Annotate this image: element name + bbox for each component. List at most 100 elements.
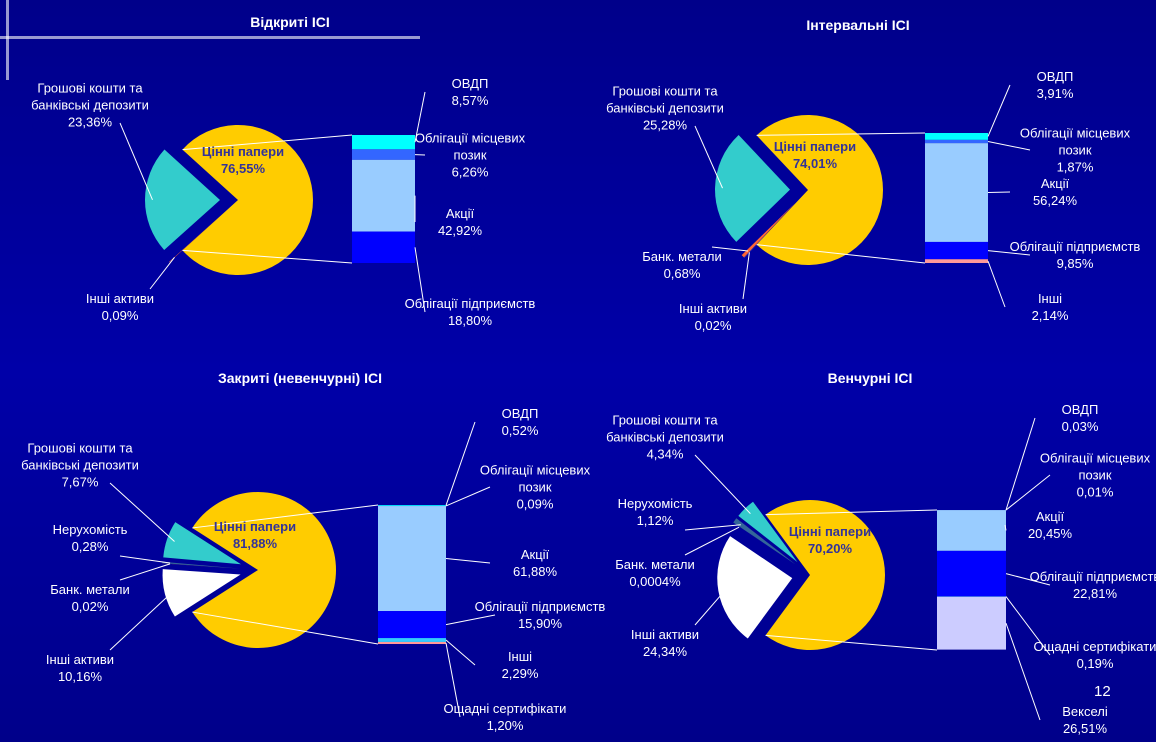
leader-line [414,247,426,313]
connector [182,249,353,264]
pie-slice [732,523,796,565]
slice-label: Інші активи 0,02% [643,300,783,334]
segment-label: Облігації місцевих позик 0,09% [465,462,605,513]
bar-segment [937,550,1006,597]
label-text: Нерухомість [617,496,693,511]
leader-line [445,642,461,718]
label-text: 70,20% [807,541,853,556]
label-text: 61,88% [512,564,558,579]
leader-line [1004,524,1007,531]
slice-label: Інші активи 10,16% [10,651,150,685]
label-text: 25,28% [642,117,688,133]
bar-segment [925,133,988,140]
label-text: 1,20% [486,718,524,733]
label-text: Облігації підприємств [1009,239,1141,254]
label-text: 2,14% [1031,308,1069,323]
leader-line [119,122,153,200]
label-text: Облігації місцевих позик [479,462,591,495]
leader-line [1005,623,1041,721]
slice-label: Банк. метали 0,02% [20,581,160,615]
decor-line [6,0,9,80]
leader-line [987,260,1006,308]
segment-label: Акції 56,24% [985,175,1125,209]
label-text: 56,24% [1032,193,1078,208]
label-text: 23,36% [67,114,113,130]
bar-segment [925,139,988,144]
label-text: ОВДП [1036,69,1074,84]
segment-label: Акції 42,92% [390,205,530,239]
label-text: 2,29% [501,666,539,681]
slice-label: Банк. метали 0,0004% [585,556,725,590]
chart-title: Закриті (невенчурні) ІСІ [218,370,382,386]
chart-title: Венчурні ІСІ [828,370,913,386]
segment-label: ОВДП 0,03% [1010,401,1150,435]
label-text: Інші активи [630,627,700,642]
label-text: Грошові кошти та банківські депозити [606,83,724,116]
label-text: Інші активи [85,291,155,306]
leader-line [119,555,171,564]
bar-segment [925,143,988,242]
label-text: 0,01% [1076,484,1114,500]
pie-slice [192,492,336,648]
leader-line [1005,573,1051,586]
segment-label: Облігації підприємств 15,90% [470,598,610,632]
label-text: 0,02% [71,599,109,614]
label-text: 1,12% [636,513,674,528]
pie-slice [717,536,793,639]
leader-line [414,91,426,143]
slice-label: Цінні папери 76,55% [188,143,298,177]
label-text: 81,88% [232,536,278,551]
label-text: 8,57% [451,93,489,108]
label-text: Акції [445,206,475,221]
label-text: 0,02% [694,318,732,333]
leader-line [711,246,749,252]
bar-segment [378,506,446,612]
pie-slice [738,501,798,563]
label-text: 15,90% [517,616,563,631]
slice-label: Нерухомість 0,28% [20,521,160,555]
pie-slice [756,114,883,265]
connector [765,634,938,651]
label-text: Інші активи [45,652,115,667]
connector [182,134,353,151]
label-text: Банк. метали [615,557,695,572]
label-text: Облігації місцевих позик [414,130,526,163]
leader-line [684,526,740,556]
label-text: Цінні папери [788,524,872,539]
bar-segment [925,259,988,263]
leader-line [987,250,1031,256]
label-text: 0,19% [1076,656,1114,671]
label-text: 0,68% [663,266,701,281]
slice-label: Грошові кошти та банківські депозити 23,3… [20,80,160,131]
label-text: 76,55% [220,161,266,176]
slice-label: Грошові кошти та банківські депозити 4,34… [595,412,735,463]
pie-slice [162,561,241,569]
leader-line [694,589,727,626]
segment-label: Ощадні сертифікати 1,20% [435,700,575,734]
leader-line [1005,474,1051,511]
label-text: 22,81% [1072,586,1118,601]
leader-line [684,524,741,531]
bar-segment [937,596,1006,650]
label-text: Інші [1037,291,1063,306]
label-text: ОВДП [451,76,489,91]
segment-label: Облігації місцевих позик 6,26% [400,130,540,181]
label-text: Відкриті ІСІ [250,14,330,30]
label-text: Цінні папери [201,144,285,159]
label-text: 20,45% [1027,526,1073,541]
segment-label: ОВДП 3,91% [985,68,1125,102]
leader-line [694,454,751,515]
label-text: Грошові кошти та банківські депозити [606,412,724,445]
pie-slice [145,149,221,251]
label-text: Венчурні ІСІ [827,370,913,386]
pie-slice [765,500,886,651]
connector [756,132,926,136]
slice-label: Нерухомість 1,12% [585,495,725,529]
label-text: 9,85% [1056,256,1094,271]
leader-line [445,614,496,626]
leader-line [1005,596,1051,656]
label-text: Банк. метали [50,582,130,597]
segment-label: ОВДП 8,57% [400,75,540,109]
segment-label: Облігації місцевих позик 0,01% [1025,450,1156,501]
